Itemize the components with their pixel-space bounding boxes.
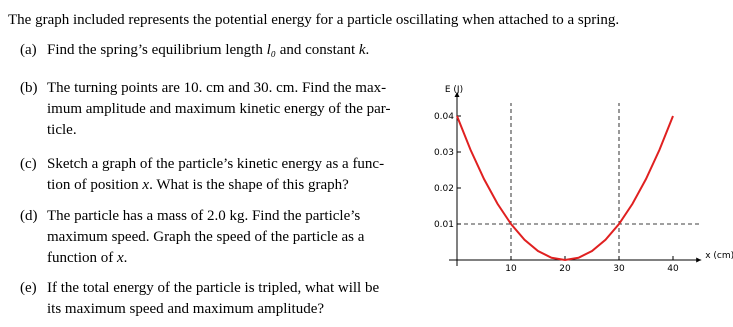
- text-run: Find the spring’s equilibrium length: [47, 42, 267, 58]
- y-axis-arrow: [454, 92, 460, 97]
- text-run: x: [116, 250, 124, 266]
- item-line: The turning points are 10. cm and 30. cm…: [47, 80, 386, 96]
- text-run: If the total energy of the particle is t…: [47, 280, 379, 296]
- text-run: The turning points are 10. cm and 30. cm…: [47, 80, 386, 96]
- item-line: tion of position x. What is the shape of…: [47, 177, 349, 193]
- item-line: function of x.: [47, 250, 127, 266]
- x-axis-arrow: [696, 257, 702, 263]
- y-tick-label: 0.01: [434, 220, 454, 230]
- text-run: The particle has a mass of 2.0 kg. Find …: [47, 208, 360, 224]
- text-run: l₀: [267, 42, 276, 58]
- item-line: Sketch a graph of the particle’s kinetic…: [47, 156, 384, 172]
- text-run: imum amplitude and maximum kinetic energ…: [47, 101, 391, 117]
- text-run: Sketch a graph of the particle’s kinetic…: [47, 156, 384, 172]
- text-run: k: [359, 42, 366, 58]
- y-tick-label: 0.04: [434, 112, 454, 122]
- x-axis-label: x (cm): [705, 251, 733, 261]
- item-line: If the total energy of the particle is t…: [47, 280, 379, 296]
- x-tick-label: 20: [559, 264, 571, 274]
- item-line: its maximum speed and maximum amplitude?: [47, 301, 324, 317]
- text-run: . What is the shape of this graph?: [149, 177, 349, 193]
- text-run: .: [124, 250, 128, 266]
- item-line: Find the spring’s equilibrium length l₀ …: [47, 42, 369, 58]
- text-run: its maximum speed and maximum amplitude?: [47, 301, 324, 317]
- y-tick-label: 0.02: [434, 184, 454, 194]
- y-axis-label: E (J): [445, 85, 463, 95]
- text-run: maximum speed. Graph the speed of the pa…: [47, 229, 365, 245]
- item-line: maximum speed. Graph the speed of the pa…: [47, 229, 365, 245]
- item-line: ticle.: [47, 122, 77, 138]
- item-label: (e): [20, 280, 37, 296]
- text-run: function of: [47, 250, 117, 266]
- text-run: .: [366, 42, 370, 58]
- item-line: imum amplitude and maximum kinetic energ…: [47, 101, 391, 117]
- energy-curve: [456, 115, 674, 262]
- x-tick-label: 40: [667, 264, 679, 274]
- item-label: (b): [20, 80, 38, 96]
- intro: The graph included represents the potent…: [8, 12, 619, 28]
- x-tick-label: 30: [613, 264, 625, 274]
- text-run: x: [141, 177, 149, 193]
- y-tick-label: 0.03: [434, 148, 454, 158]
- text-run: and constant: [276, 42, 359, 58]
- item-label: (c): [20, 156, 37, 172]
- item-line: The particle has a mass of 2.0 kg. Find …: [47, 208, 360, 224]
- item-label: (a): [20, 42, 37, 58]
- text-run: ticle.: [47, 122, 77, 138]
- text-run: tion of position: [47, 177, 142, 193]
- x-tick-label: 10: [505, 264, 517, 274]
- item-label: (d): [20, 208, 38, 224]
